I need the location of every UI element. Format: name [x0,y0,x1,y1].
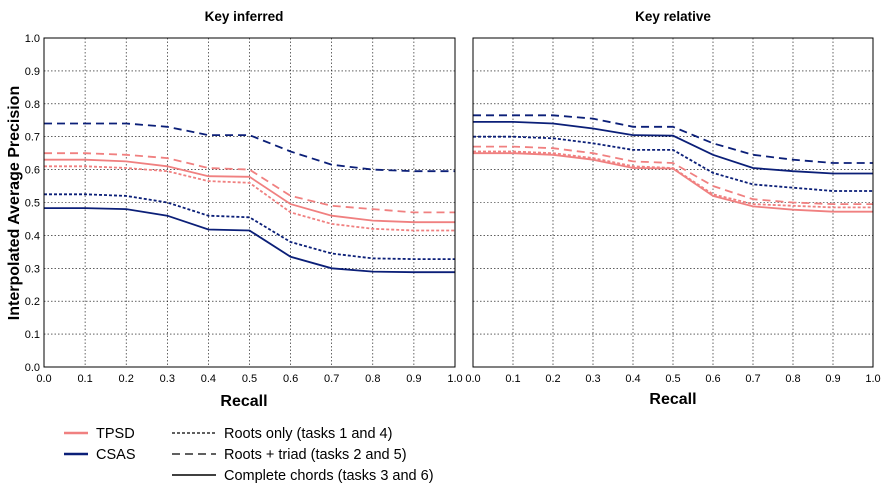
y-tick-label: 0.0 [25,362,40,374]
y-tick-label: 1.0 [25,33,40,45]
x-axis-title: Recall [649,391,696,408]
x-tick-label: 0.3 [585,373,600,385]
series-line-tpsd-solid [44,158,455,224]
x-tick-label: 0.7 [745,373,760,385]
legend-label-roots-triad: Roots + triad (tasks 2 and 5) [224,447,407,463]
y-tick-label: 0.7 [25,132,40,144]
plot-area [472,37,874,368]
legend-label-roots-only: Roots only (tasks 1 and 4) [224,426,392,442]
legend: TPSD CSAS Roots only (tasks 1 and 4) Roo… [64,426,434,484]
y-tick-label: 0.3 [25,263,40,275]
x-tick-label: 0.9 [825,373,840,385]
panel-title: Key inferred [205,9,284,24]
legend-label-complete-chords: Complete chords (tasks 3 and 6) [224,468,434,484]
x-tick-label: 0.2 [119,373,134,385]
series-line-csas-solid [44,207,455,274]
plot-frame [43,37,456,368]
series-line-csas-long-dash [473,114,873,164]
x-tick-label: 0.0 [465,373,480,385]
y-tick-label: 0.8 [25,99,40,111]
y-tick-label: 0.5 [25,198,40,210]
x-tick-label: 0.2 [545,373,560,385]
series-line-csas-dotted-dash [473,135,873,192]
x-tick-label: 1.0 [447,373,462,385]
y-tick-label: 0.1 [25,329,40,341]
series-line-csas-solid [473,121,873,175]
x-tick-label: 0.1 [77,373,92,385]
y-tick-label: 0.9 [25,66,40,78]
series-line-tpsd-solid [473,152,873,213]
x-tick-label: 0.5 [242,373,257,385]
y-tick-label: 0.6 [25,165,40,177]
panel-title: Key relative [635,9,711,24]
legend-label-tpsd: TPSD [96,426,135,442]
plot-frame [472,37,874,368]
x-tick-label: 0.5 [665,373,680,385]
series-line-tpsd-long-dash [473,145,873,206]
series-line-tpsd-long-dash [44,152,455,214]
x-tick-label: 0.7 [324,373,339,385]
y-tick-label: 0.2 [25,296,40,308]
x-tick-label: 0.8 [365,373,380,385]
x-tick-label: 0.8 [785,373,800,385]
panel-key-inferred: Key inferred Recall 0.0 0.1 0.2 0.3 0.4 0.5 0.… [25,9,463,410]
x-tick-label: 0.0 [36,373,51,385]
y-axis-title: Interpolated Average Precision [6,86,23,320]
x-tick-label: 0.4 [625,373,640,385]
x-tick-label: 0.1 [505,373,520,385]
x-tick-label: 0.3 [160,373,175,385]
y-tick-label: 0.4 [25,230,40,242]
x-tick-label: 0.9 [406,373,421,385]
series-line-csas-long-dash [44,122,455,173]
x-tick-label: 1.0 [865,373,880,385]
x-tick-label: 0.4 [201,373,216,385]
panel-key-relative: Key relative Recall 0.0 0.1 0.2 0.3 0.4 0.5 0.… [465,9,880,408]
plot-area [43,37,456,368]
x-tick-label: 0.6 [705,373,720,385]
series-line-tpsd-dotted-dash [44,165,455,232]
x-axis-title: Recall [220,393,267,410]
x-tick-label: 0.6 [283,373,298,385]
legend-label-csas: CSAS [96,447,136,463]
